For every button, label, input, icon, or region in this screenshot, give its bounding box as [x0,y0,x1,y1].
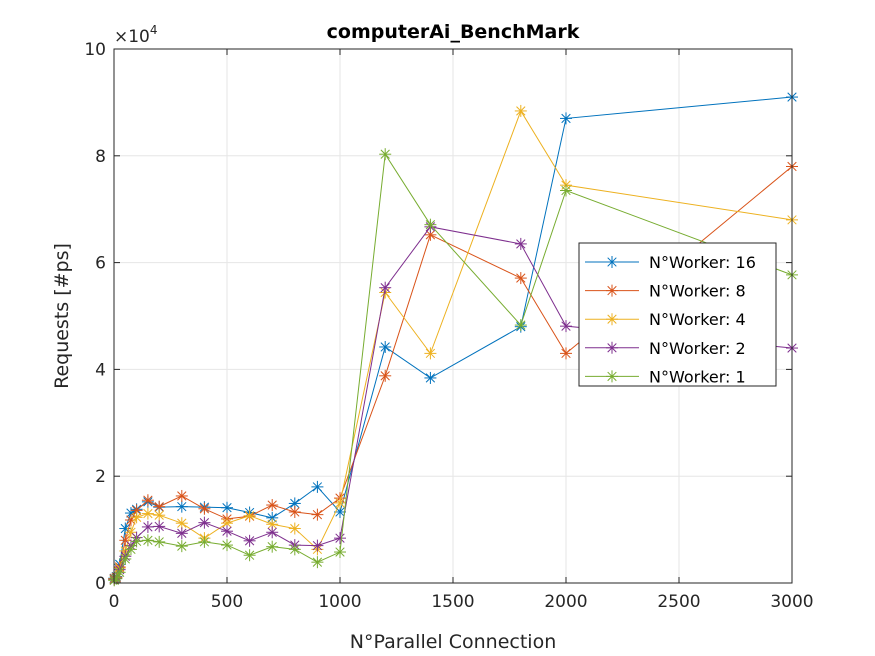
data-point [311,480,324,493]
data-point [288,522,301,535]
data-point [130,511,143,524]
y-tick-label: 0 [95,574,106,594]
legend-marker [606,284,618,297]
x-tick-label: 1500 [431,592,474,612]
x-tick-label: 3000 [770,592,813,612]
data-point [311,539,324,552]
x-tick-label: 0 [109,592,120,612]
data-point [110,572,123,585]
data-point [141,494,154,507]
data-point [311,556,324,569]
x-tick-label: 500 [211,592,243,612]
data-point [266,540,279,553]
data-point [153,535,166,548]
y-tick-label: 8 [95,147,106,167]
data-point [221,501,233,514]
data-point [119,552,132,565]
x-tick-label: 2000 [544,592,587,612]
data-point [424,371,437,384]
data-point [113,566,126,579]
data-point [243,509,256,522]
data-point [379,369,392,382]
legend-label: N°Worker: 2 [649,339,746,358]
y-tick-label: 4 [95,360,106,380]
data-point [560,320,572,333]
y-exponent-power: 4 [150,23,158,37]
y-exponent-label: ×104 [114,23,158,47]
legend-marker [606,370,618,383]
data-point [221,525,233,538]
legend-marker [606,341,618,354]
y-tick-label: 6 [95,254,106,274]
data-point [334,532,346,545]
legend-item: N°Worker: 2 [585,339,746,358]
legend-item: N°Worker: 1 [585,367,746,386]
legend: N°Worker: 16 N°Worker: 8 N°Worker: 4 N°Work… [578,242,777,387]
data-point [175,527,188,540]
data-point [288,543,301,556]
x-tick-label: 1000 [318,592,361,612]
data-point [560,347,572,360]
y-exponent-base: ×10 [114,27,150,47]
data-point [424,218,437,231]
data-point [266,518,279,531]
y-tick-label: 10 [84,40,106,60]
data-point [334,496,346,509]
data-point [514,104,527,117]
legend-item: N°Worker: 4 [585,310,746,329]
data-point [266,499,279,512]
data-point [141,507,154,520]
data-point [560,184,572,197]
data-point [560,112,572,125]
tick-labels: 0 500 1000 1500 2000 2500 3000 0 2 4 6 8 10 [84,40,813,612]
data-point [175,489,188,502]
data-point [514,237,527,250]
series-layer [108,91,798,587]
data-point [288,505,301,518]
data-point [424,347,437,360]
data-point [141,520,154,533]
data-point [379,340,392,353]
data-point [514,272,527,285]
data-point [153,520,166,533]
x-tick-label: 2500 [657,592,700,612]
data-point [198,502,211,515]
legend-item: N°Worker: 8 [585,282,746,301]
x-axis-label: N°Parallel Connection [350,631,557,653]
legend-label: N°Worker: 16 [649,253,756,272]
y-axis-label: Requests [#ps] [51,243,73,389]
data-point [221,539,233,552]
data-point [243,534,256,547]
data-point [198,535,211,548]
data-point [130,535,143,548]
data-point [124,543,137,556]
legend-marker [606,313,618,326]
legend-item: N°Worker: 16 [585,253,756,272]
series-5 [108,148,798,587]
data-point [175,517,188,530]
legend-label: N°Worker: 1 [649,367,746,386]
data-point [514,319,527,332]
ticks [113,48,793,584]
data-point [124,526,137,539]
data-point [311,508,324,521]
legend-label: N°Worker: 4 [649,310,746,329]
chart-title: computerAi_BenchMark [327,21,580,43]
data-point [153,509,166,522]
data-point [198,516,211,529]
legend-marker [606,256,618,268]
y-tick-label: 2 [95,467,106,487]
data-point [243,549,256,562]
data-point [175,540,188,553]
data-point [379,148,392,161]
data-point [379,281,392,294]
data-point [266,526,279,539]
data-point [334,546,346,559]
data-point [175,500,188,513]
data-point [141,534,154,547]
legend-label: N°Worker: 8 [649,282,746,301]
